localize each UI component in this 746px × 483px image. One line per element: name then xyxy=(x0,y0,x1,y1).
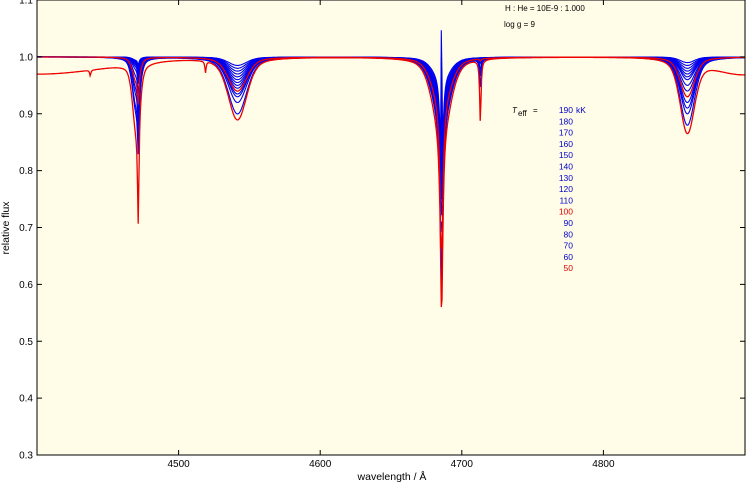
x-tick-label: 4600 xyxy=(309,459,332,470)
y-tick-label: 0.7 xyxy=(19,223,33,234)
x-tick-label: 4700 xyxy=(451,459,474,470)
y-tick-label: 1.1 xyxy=(19,0,33,7)
spectra-group xyxy=(37,30,746,308)
legend-entry: 110 xyxy=(559,195,573,205)
y-tick-label: 0.6 xyxy=(19,280,33,291)
logg-annotation: log g = 9 xyxy=(504,20,535,29)
plot-background xyxy=(37,0,746,455)
legend-entry: 90 xyxy=(564,218,574,228)
legend-entry: 50 xyxy=(564,263,574,273)
teff-equals: = xyxy=(533,106,538,115)
legend-entry: 180 xyxy=(559,116,573,126)
legend-entry: 60 xyxy=(564,252,574,262)
y-tick-label: 0.3 xyxy=(19,451,33,462)
legend-entry: 100 xyxy=(559,207,573,217)
y-axis-ticks: 0.3 0.4 0.5 0.6 0.7 0.8 0.9 1.0 1.1 xyxy=(19,0,745,462)
y-axis-title: relative flux xyxy=(0,201,12,255)
legend-entry: 70 xyxy=(564,241,574,251)
legend-entry: 170 xyxy=(559,128,573,138)
y-tick-label: 1.0 xyxy=(19,52,33,63)
legend-entry: 120 xyxy=(559,184,573,194)
series-line-50kk xyxy=(37,56,745,308)
teff-label: T xyxy=(512,106,518,115)
x-axis-ticks: 4500 4600 4700 4800 xyxy=(167,0,615,470)
legend-unit: kK xyxy=(576,105,586,115)
y-tick-label: 0.5 xyxy=(19,337,33,348)
legend-entry: 80 xyxy=(564,229,574,239)
teff-subscript: eff xyxy=(518,109,528,118)
legend-entry: 190 xyxy=(559,105,573,115)
legend-entry: 130 xyxy=(559,173,573,183)
y-tick-label: 0.4 xyxy=(19,394,33,405)
abundance-annotation: H : He = 10E-9 : 1.000 xyxy=(505,4,585,13)
legend-entry: 140 xyxy=(559,162,573,172)
x-tick-label: 4800 xyxy=(592,459,615,470)
legend-entry: 150 xyxy=(559,150,573,160)
x-tick-label: 4500 xyxy=(167,459,190,470)
legend-entry: 160 xyxy=(559,139,573,149)
x-axis-title: wavelength / Å xyxy=(357,470,427,483)
y-tick-label: 0.9 xyxy=(19,109,33,120)
y-tick-label: 0.8 xyxy=(19,166,33,177)
